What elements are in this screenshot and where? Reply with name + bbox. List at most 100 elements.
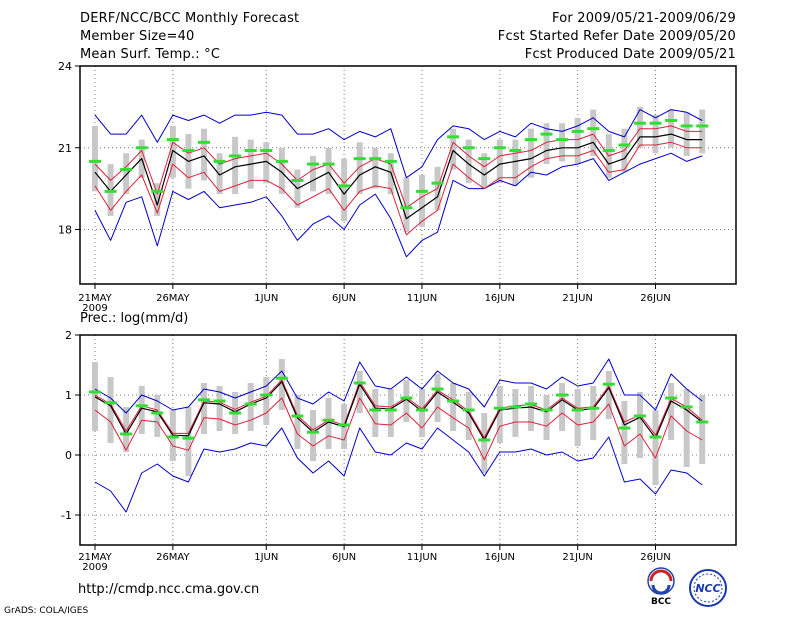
temp-member-marker	[135, 146, 148, 150]
prec-member-marker	[602, 382, 615, 386]
temp-member-marker	[587, 127, 600, 131]
temp-member-marker	[680, 124, 693, 128]
member-size-label: Member Size=40	[80, 29, 195, 44]
prec-spread-box	[559, 383, 566, 431]
prec-member-marker	[696, 420, 709, 424]
prec-spread-box	[154, 395, 161, 437]
temp-spread-box	[465, 139, 472, 184]
temp-y-tick-label: 21	[58, 142, 72, 155]
produced-date-label: Fcst Produced Date 2009/05/21	[524, 47, 736, 62]
prec-ensemble-mean-line	[94, 381, 703, 441]
temp-member-marker	[322, 162, 335, 166]
temp-spread-box	[200, 128, 207, 181]
temp-member-marker	[244, 148, 257, 152]
temp-member-marker	[415, 189, 428, 193]
prec-member-marker	[587, 406, 600, 410]
prec-member-marker	[89, 390, 101, 394]
temp-member-marker	[400, 206, 413, 210]
temp-spread-box	[92, 125, 98, 192]
prec-spread-box	[527, 386, 534, 431]
temp-member-marker	[618, 143, 631, 147]
temp-member-marker	[275, 159, 288, 163]
prec-spread-box	[107, 377, 114, 443]
temp-member-marker	[229, 154, 242, 158]
prec-member-marker	[275, 376, 288, 380]
temp-spread-box	[403, 177, 410, 233]
temp-member-marker	[493, 146, 506, 150]
prec-spread-box	[185, 407, 192, 476]
prec-member-marker	[120, 432, 133, 436]
prec-spread-box	[450, 383, 457, 431]
prec-member-marker	[524, 402, 537, 406]
prec-member-marker	[338, 423, 351, 427]
temp-spread-box	[636, 106, 643, 148]
footer-url[interactable]: http://cmdp.ncc.cma.gov.cn	[78, 582, 260, 597]
temp-spread-box	[325, 147, 332, 195]
temp-spread-box	[232, 136, 239, 195]
temp-outer-lower-line	[94, 152, 703, 258]
bcc-logo-arc-blue	[651, 584, 671, 595]
prec-member-marker	[182, 436, 195, 440]
prec-spread-box	[418, 389, 425, 437]
prec-spread-box	[481, 413, 488, 473]
temp-y-tick-label: 18	[58, 224, 72, 237]
temp-x-tick-label: 11JUN	[407, 293, 437, 304]
temp-spread-box	[341, 158, 348, 222]
prec-member-marker	[571, 408, 584, 412]
prec-y-tick-label: 2	[65, 329, 72, 342]
temp-spread-box	[123, 153, 130, 195]
bcc-logo-arc-red	[649, 569, 673, 582]
prec-spread-box	[699, 395, 706, 464]
ncc-logo-inner-ring	[693, 573, 723, 603]
prec-member-marker	[229, 411, 242, 415]
temp-member-marker	[384, 159, 397, 163]
prec-spread-box	[263, 377, 270, 425]
prec-x-tick-label: 16JUN	[485, 552, 515, 563]
prec-spread-box	[668, 383, 675, 440]
temp-member-marker	[151, 189, 164, 193]
temp-member-marker	[696, 124, 709, 128]
temp-member-marker	[120, 168, 133, 172]
prec-member-marker	[244, 402, 257, 406]
prec-spread-box	[403, 380, 410, 422]
temp-member-marker	[353, 157, 366, 161]
temp-x-tick-label: 26MAY	[156, 293, 190, 304]
prec-plot-frame	[79, 334, 737, 546]
temp-spread-box	[574, 117, 581, 165]
temp-member-marker	[291, 178, 304, 182]
temp-member-marker	[104, 189, 117, 193]
temp-member-marker	[338, 184, 351, 188]
prec-spread-box	[605, 371, 612, 419]
temp-member-marker	[649, 121, 662, 125]
prec-member-marker	[540, 408, 553, 412]
prec-x-tick-label: 6JUN	[332, 552, 356, 563]
prec-member-marker	[447, 399, 460, 403]
prec-outer-lower-line	[94, 427, 703, 513]
prec-spread-box	[356, 371, 363, 413]
prec-x-tick-label: 1JUN	[254, 552, 278, 563]
temp-spread-box	[154, 183, 161, 216]
prec-spread-box	[496, 386, 503, 443]
prec-member-marker	[135, 404, 148, 408]
prec-spread-box	[434, 374, 441, 422]
prec-member-marker	[493, 406, 506, 410]
temp-inner-upper-line	[94, 125, 703, 209]
temp-y-tick-label: 24	[58, 60, 72, 73]
temp-x-tick-label: 1JUN	[254, 293, 278, 304]
chart-title: DERF/NCC/BCC Monthly Forecast	[80, 11, 300, 26]
prec-spread-box	[590, 386, 597, 440]
prec-x-tick-label: 26JUN	[640, 552, 670, 563]
prec-spread-box	[652, 410, 659, 485]
prec-member-marker	[104, 401, 117, 405]
prec-y-tick-label: 1	[65, 389, 72, 402]
prec-spread-box	[325, 398, 332, 449]
prec-spread-box	[512, 389, 519, 437]
prec-spread-box	[92, 362, 98, 431]
ncc-logo: NCC	[689, 569, 727, 607]
temp-spread-box	[216, 153, 223, 195]
prec-spread-box	[574, 389, 581, 446]
bcc-logo: BCC	[647, 567, 675, 606]
temp-x-tick-label: 21MAY	[78, 293, 112, 304]
temp-spread-box	[652, 115, 659, 154]
prec-outer-upper-line	[94, 358, 703, 414]
